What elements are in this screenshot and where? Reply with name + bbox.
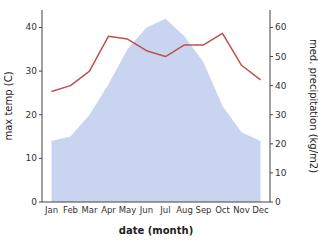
x-tick-label: May (119, 205, 137, 215)
y-tick-label: 0 (31, 197, 37, 207)
y-axis-label: max temp (C) (3, 71, 14, 140)
y2-tick-label: 60 (275, 22, 287, 32)
x-tick-label: Oct (215, 205, 230, 215)
x-tick-label: Dec (252, 205, 269, 215)
x-tick-label: Nov (233, 205, 250, 215)
x-axis-label: date (month) (119, 225, 193, 236)
x-axis-line (42, 202, 270, 203)
x-tick-label: Mar (81, 205, 98, 215)
y2-axis-label: med. precipitation (kg/m2) (308, 39, 318, 173)
y-tick (39, 158, 42, 159)
y-tick-label: 40 (26, 22, 38, 32)
y2-tick-label: 30 (275, 110, 287, 120)
chart: 0 10 20 30 40 0 10 20 30 40 50 60 Jan FebMarAprMayJun… (0, 0, 318, 242)
y-tick (39, 71, 42, 72)
y-tick-label: 30 (26, 66, 38, 76)
x-tick-label: Jun (139, 205, 153, 215)
y-tick (39, 27, 42, 28)
y2-tick (270, 27, 273, 28)
x-tick-label: Aug (176, 205, 193, 215)
y2-tick-label: 10 (275, 168, 287, 178)
y2-tick-label: 40 (275, 81, 287, 91)
x-tick-label: Sep (195, 205, 211, 215)
y2-tick (270, 114, 273, 115)
x-tick-label: Feb (63, 205, 78, 215)
y2-tick (270, 143, 273, 144)
precip-line (52, 33, 261, 91)
y2-tick-label: 20 (275, 139, 287, 149)
x-tick-label: Apr (101, 205, 116, 215)
y-tick (39, 202, 42, 203)
y2-tick-label: 50 (275, 52, 287, 62)
x-tick-label: Jul (159, 205, 170, 215)
y2-tick (270, 172, 273, 173)
temp-area (52, 19, 261, 202)
x-tick-label: Jan (44, 205, 58, 215)
y2-tick (270, 85, 273, 86)
y2-tick-label: 0 (275, 197, 281, 207)
y-tick (39, 114, 42, 115)
data-group (52, 19, 261, 202)
y-tick-label: 20 (26, 110, 38, 120)
y-axis-line (42, 10, 43, 202)
y2-tick (270, 202, 273, 203)
y-tick-label: 10 (26, 153, 38, 163)
y2-tick (270, 56, 273, 57)
